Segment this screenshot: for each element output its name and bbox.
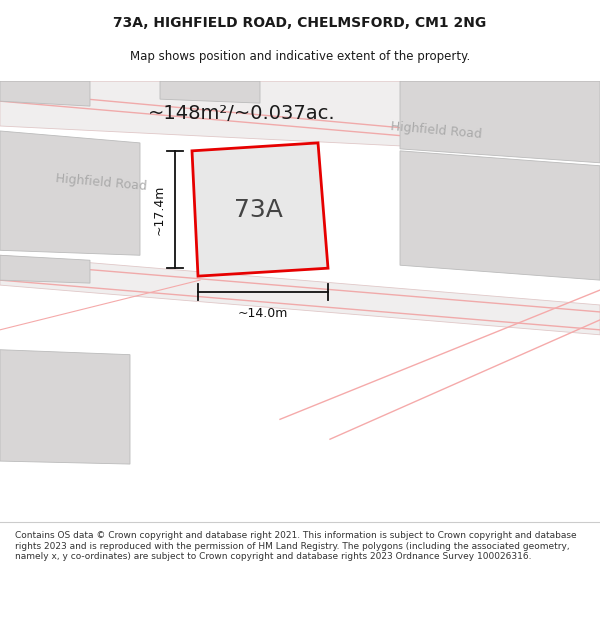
Polygon shape — [0, 81, 90, 106]
Polygon shape — [0, 131, 140, 255]
Polygon shape — [0, 255, 600, 335]
Text: ~14.0m: ~14.0m — [238, 308, 288, 321]
Polygon shape — [0, 350, 130, 464]
Text: ~17.4m: ~17.4m — [152, 184, 166, 235]
Text: ~148m²/~0.037ac.: ~148m²/~0.037ac. — [148, 104, 335, 122]
Text: 73A: 73A — [233, 198, 283, 221]
Polygon shape — [0, 81, 600, 156]
Polygon shape — [160, 81, 260, 103]
Polygon shape — [192, 143, 328, 276]
Polygon shape — [400, 81, 600, 162]
Text: 73A, HIGHFIELD ROAD, CHELMSFORD, CM1 2NG: 73A, HIGHFIELD ROAD, CHELMSFORD, CM1 2NG — [113, 16, 487, 30]
Polygon shape — [0, 255, 90, 283]
Text: Highfield Road: Highfield Road — [55, 173, 148, 193]
Text: Contains OS data © Crown copyright and database right 2021. This information is : Contains OS data © Crown copyright and d… — [15, 531, 577, 561]
Text: Highfield Road: Highfield Road — [390, 121, 482, 141]
Text: Map shows position and indicative extent of the property.: Map shows position and indicative extent… — [130, 51, 470, 63]
Polygon shape — [400, 151, 600, 280]
